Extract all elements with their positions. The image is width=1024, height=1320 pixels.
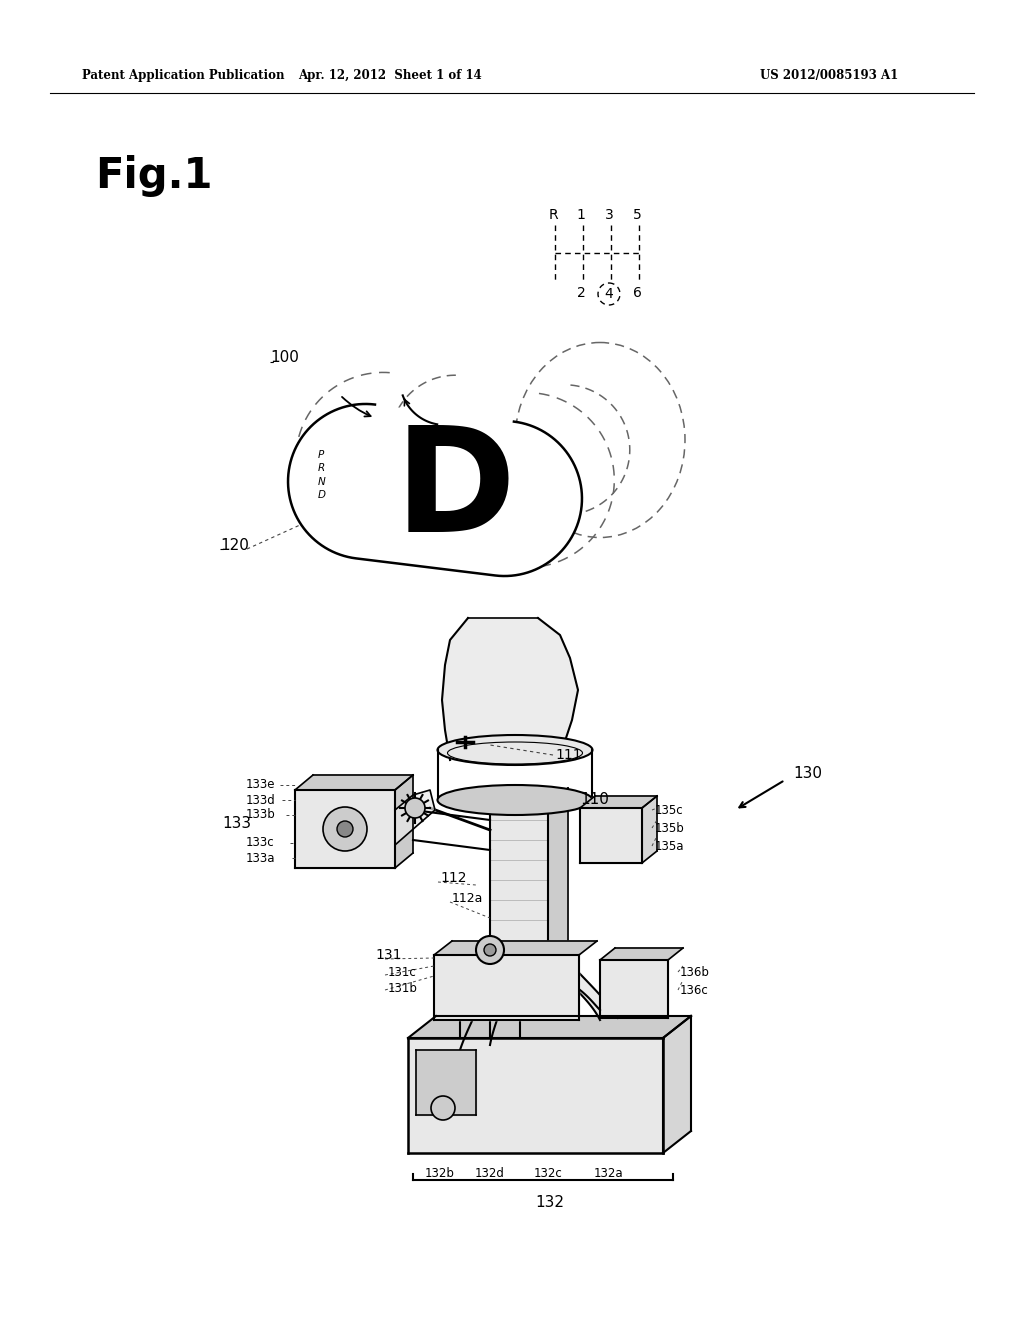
Ellipse shape xyxy=(437,785,593,814)
Text: 110: 110 xyxy=(580,792,609,808)
Circle shape xyxy=(406,799,425,818)
Text: D: D xyxy=(394,421,515,562)
Text: 2: 2 xyxy=(577,286,586,300)
Polygon shape xyxy=(395,775,413,869)
Polygon shape xyxy=(580,796,657,808)
Text: 132: 132 xyxy=(536,1195,564,1210)
Text: P
R
N
D: P R N D xyxy=(318,450,326,500)
Text: R: R xyxy=(548,209,558,222)
Text: 133b: 133b xyxy=(246,808,275,821)
Text: 131b: 131b xyxy=(388,982,418,994)
Text: 133a: 133a xyxy=(246,851,275,865)
Polygon shape xyxy=(600,960,668,1018)
Text: US 2012/0085193 A1: US 2012/0085193 A1 xyxy=(760,69,898,82)
Text: 132d: 132d xyxy=(475,1167,505,1180)
Polygon shape xyxy=(288,404,582,576)
Polygon shape xyxy=(434,954,579,1020)
Text: 100: 100 xyxy=(270,351,299,366)
Text: 133c: 133c xyxy=(246,837,274,850)
Text: 5: 5 xyxy=(633,209,641,222)
Ellipse shape xyxy=(437,735,593,766)
Text: 132c: 132c xyxy=(534,1167,562,1180)
Text: 112: 112 xyxy=(440,871,467,884)
Text: 6: 6 xyxy=(633,286,641,300)
Text: 135b: 135b xyxy=(655,821,685,834)
Polygon shape xyxy=(548,788,568,960)
Polygon shape xyxy=(548,960,618,1020)
Polygon shape xyxy=(395,789,435,845)
Circle shape xyxy=(337,821,353,837)
Text: Patent Application Publication: Patent Application Publication xyxy=(82,69,285,82)
Text: 135a: 135a xyxy=(655,840,684,853)
Polygon shape xyxy=(295,775,413,789)
Text: Apr. 12, 2012  Sheet 1 of 14: Apr. 12, 2012 Sheet 1 of 14 xyxy=(298,69,482,82)
Polygon shape xyxy=(442,618,578,760)
Polygon shape xyxy=(295,789,395,869)
Text: 4: 4 xyxy=(604,286,613,301)
Text: 135c: 135c xyxy=(655,804,684,817)
Circle shape xyxy=(476,936,504,964)
Circle shape xyxy=(323,807,367,851)
Text: 132a: 132a xyxy=(593,1167,623,1180)
Polygon shape xyxy=(416,1049,476,1115)
Text: 131: 131 xyxy=(375,948,401,962)
Text: Fig.1: Fig.1 xyxy=(95,154,213,197)
Polygon shape xyxy=(600,948,683,960)
Polygon shape xyxy=(408,1016,691,1038)
Polygon shape xyxy=(663,1016,691,1152)
Polygon shape xyxy=(460,960,515,1049)
Polygon shape xyxy=(580,808,642,863)
Polygon shape xyxy=(490,800,548,960)
Text: 3: 3 xyxy=(604,209,613,222)
Text: 120: 120 xyxy=(220,537,249,553)
Polygon shape xyxy=(434,941,597,954)
Circle shape xyxy=(431,1096,455,1119)
Polygon shape xyxy=(408,1038,663,1152)
Text: 136b: 136b xyxy=(680,965,710,978)
Text: 133: 133 xyxy=(222,816,251,830)
Text: 112a: 112a xyxy=(452,891,483,904)
Text: 130: 130 xyxy=(793,767,822,781)
Text: 111: 111 xyxy=(555,748,582,762)
Text: 132b: 132b xyxy=(425,1167,455,1180)
Polygon shape xyxy=(642,796,657,863)
Text: 136c: 136c xyxy=(680,983,709,997)
Text: 133d: 133d xyxy=(246,793,275,807)
Circle shape xyxy=(484,944,496,956)
Text: 1: 1 xyxy=(577,209,586,222)
Text: 133e: 133e xyxy=(246,779,275,792)
Text: 131c: 131c xyxy=(388,965,417,978)
